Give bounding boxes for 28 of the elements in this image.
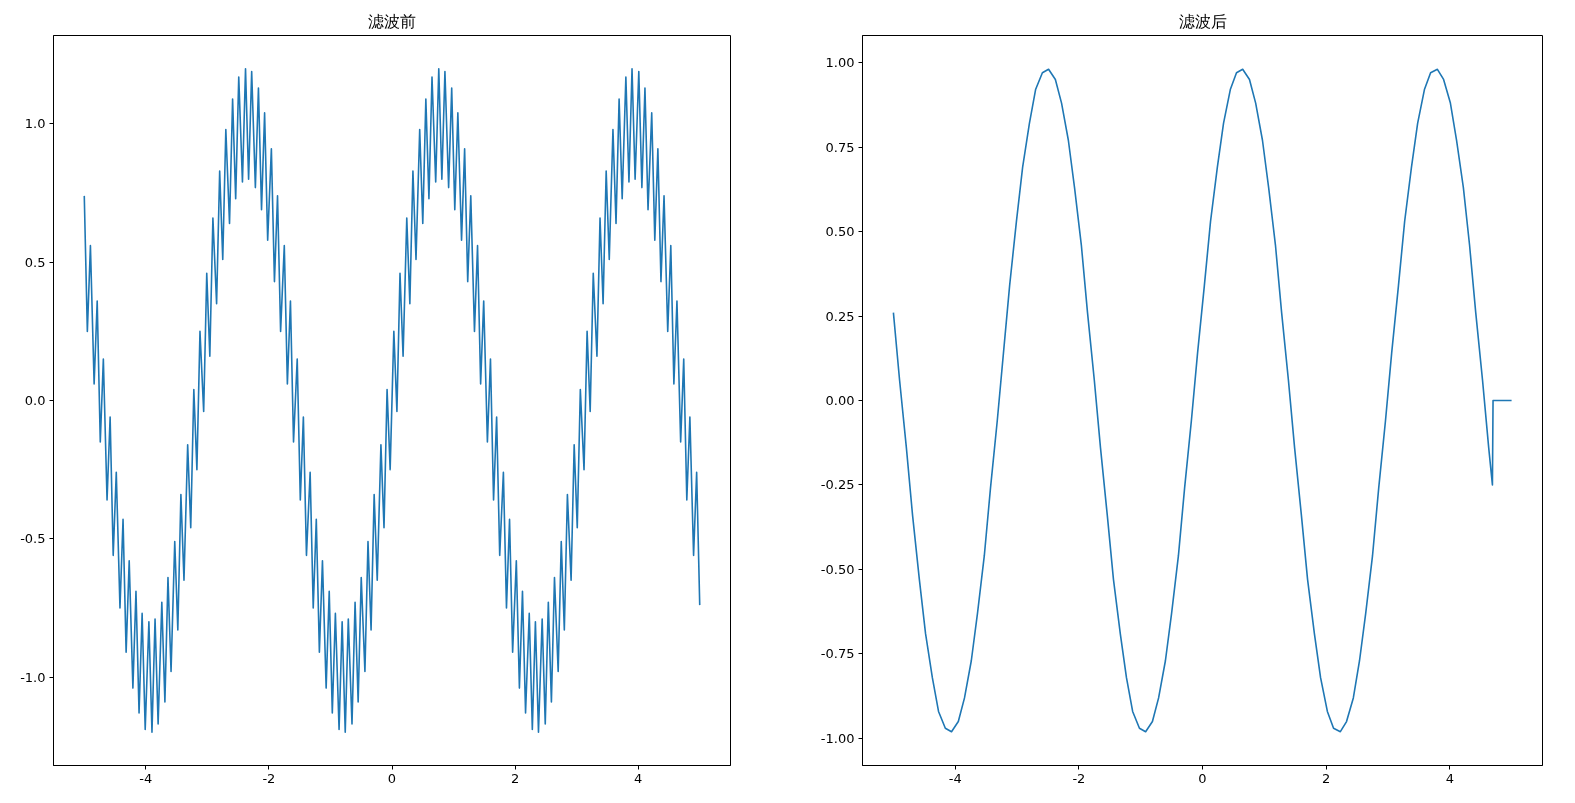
x-tick-label: 0 — [1198, 770, 1207, 786]
y-tick-label: 0.50 — [825, 224, 855, 240]
line-series — [83, 67, 701, 734]
y-tick-label: -1.00 — [820, 730, 855, 746]
chart-title: 滤波后 — [1178, 11, 1227, 31]
y-tick-label: 0.00 — [825, 393, 855, 408]
chart-title: 滤波前 — [368, 11, 416, 31]
x-tick-label: -2 — [1072, 770, 1086, 786]
y-tick-label: 0.0 — [24, 393, 46, 408]
y-tick-label: -0.5 — [20, 531, 46, 547]
y-tick-label: 0.25 — [825, 308, 855, 324]
y-tick-label: -0.50 — [820, 561, 855, 577]
y-tick-label: 1.00 — [825, 55, 855, 71]
y-tick-label: -0.25 — [820, 477, 855, 493]
x-tick-label: -4 — [139, 770, 153, 786]
x-tick-label: 4 — [634, 770, 643, 786]
y-tick-label: 0.75 — [825, 139, 855, 155]
y-tick-label: -1.0 — [20, 669, 46, 685]
x-tick-label: 2 — [1322, 770, 1331, 786]
line-series — [892, 68, 1513, 733]
y-tick-label: 1.0 — [24, 116, 46, 132]
x-tick-label: -4 — [948, 770, 962, 786]
x-tick-label: 4 — [1445, 770, 1454, 786]
x-tick-label: -2 — [262, 770, 276, 786]
x-tick-label: 2 — [510, 770, 520, 786]
x-tick-label: 0 — [387, 770, 397, 786]
y-tick-label: 0.5 — [24, 254, 46, 270]
y-tick-label: -0.75 — [820, 646, 855, 662]
